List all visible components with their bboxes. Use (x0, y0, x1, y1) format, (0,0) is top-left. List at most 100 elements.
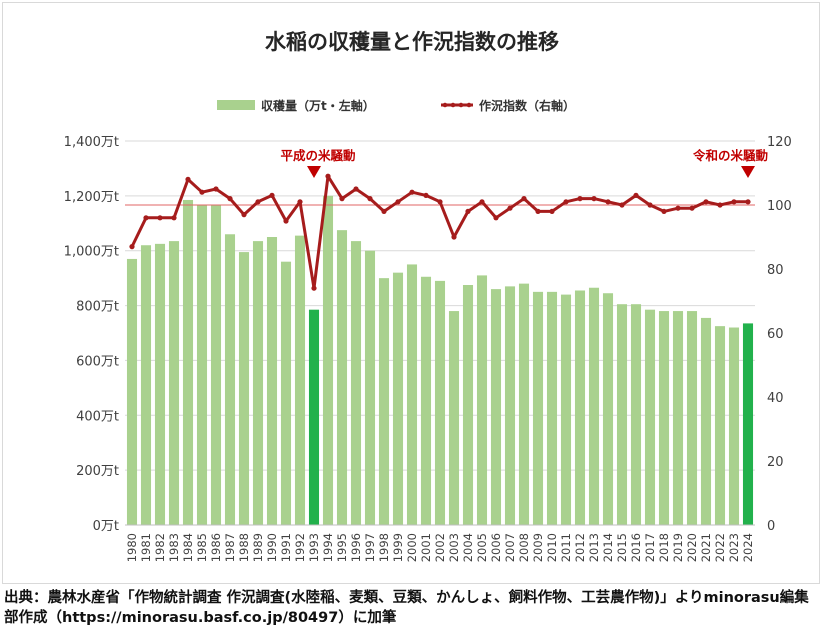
bar (280, 261, 292, 525)
bar (308, 309, 320, 525)
x-tick-label: 2011 (559, 533, 573, 562)
x-tick-label: 1997 (363, 533, 377, 562)
index-point (717, 202, 723, 208)
index-point (591, 196, 597, 202)
bar (322, 195, 334, 525)
x-tick-label: 2009 (531, 533, 545, 562)
index-point (661, 208, 667, 214)
x-tick-label: 2013 (587, 533, 601, 562)
index-point (325, 173, 331, 179)
left-tick-label: 1,200万t (64, 190, 119, 205)
x-tick-label: 2005 (475, 533, 489, 562)
source-suffix: に加筆 (352, 610, 397, 626)
bar (532, 291, 544, 525)
bar (406, 264, 418, 525)
x-tick-label: 2021 (699, 533, 713, 562)
index-point (339, 196, 345, 202)
index-point (633, 192, 639, 198)
bar (252, 241, 264, 525)
index-point (563, 199, 569, 205)
x-tick-label: 1985 (195, 533, 209, 562)
index-point (647, 202, 653, 208)
bar (672, 311, 684, 525)
bar (378, 278, 390, 525)
bar (140, 245, 152, 525)
bar (126, 258, 138, 525)
bar (700, 317, 712, 525)
bar (658, 311, 670, 525)
index-point (297, 199, 303, 205)
x-tick-label: 2020 (685, 533, 699, 562)
right-tick-label: 120 (767, 135, 792, 150)
bar (238, 252, 250, 526)
bar (518, 283, 530, 525)
bar (364, 250, 376, 525)
x-tick-label: 1981 (139, 533, 153, 562)
bar (224, 234, 236, 525)
index-point (227, 196, 233, 202)
x-tick-label: 2024 (741, 533, 755, 562)
x-tick-label: 2018 (657, 533, 671, 562)
left-tick-label: 1,000万t (64, 245, 119, 260)
index-point (143, 215, 149, 221)
bar (616, 304, 628, 525)
bar (420, 276, 432, 525)
index-point (619, 202, 625, 208)
x-tick-label: 1996 (349, 533, 363, 562)
bar (434, 280, 446, 525)
legend-bar-label: 収穫量（万t・左軸） (261, 98, 375, 113)
x-tick-label: 1992 (293, 533, 307, 562)
x-tick-label: 1991 (279, 533, 293, 562)
index-point (479, 199, 485, 205)
index-point (745, 199, 751, 205)
right-tick-label: 60 (767, 327, 784, 342)
x-tick-label: 1998 (377, 533, 391, 562)
x-tick-label: 2022 (713, 533, 727, 562)
bar (630, 304, 642, 525)
index-point (311, 285, 317, 291)
x-tick-label: 1993 (307, 533, 321, 562)
bar (728, 327, 740, 525)
x-tick-label: 1994 (321, 533, 335, 562)
index-point (507, 205, 513, 211)
bar (392, 272, 404, 525)
legend: 収穫量（万t・左軸） 作況指数（右軸） (217, 98, 575, 113)
annotation-arrow (307, 166, 321, 178)
index-point (521, 196, 527, 202)
x-tick-label: 2003 (447, 533, 461, 562)
left-tick-label: 600万t (76, 354, 119, 369)
bar (154, 243, 166, 525)
x-tick-label: 2007 (503, 533, 517, 562)
index-point (157, 215, 163, 221)
right-tick-label: 20 (767, 455, 784, 470)
index-point (255, 199, 261, 205)
source-url: （https://minorasu.basf.co.jp/80497） (47, 610, 353, 626)
bar (742, 323, 754, 525)
bar (448, 311, 460, 525)
left-tick-label: 400万t (76, 409, 119, 424)
index-point (409, 189, 415, 195)
x-tick-label: 1989 (251, 533, 265, 562)
source-text: 出典：農林水産省「作物統計調査 作況調査(水陸稲、麦類、豆類、かんしょ、飼料作物… (4, 590, 809, 626)
x-tick-label: 2016 (629, 533, 643, 562)
x-tick-label: 2015 (615, 533, 629, 562)
index-point (353, 186, 359, 192)
index-point (703, 199, 709, 205)
bar (560, 294, 572, 525)
chart-svg: 水稲の収穫量と作況指数の推移 収穫量（万t・左軸） 作況指数（右軸） 0万t 200… (64, 30, 792, 562)
x-tick-label: 2023 (727, 533, 741, 562)
index-point (395, 199, 401, 205)
x-tick-label: 2006 (489, 533, 503, 562)
x-tick-label: 1983 (167, 533, 181, 562)
bar (182, 199, 194, 525)
left-tick-label: 0万t (93, 519, 119, 534)
bar (588, 287, 600, 525)
chart-title: 水稲の収穫量と作況指数の推移 (265, 30, 559, 54)
right-tick-label: 40 (767, 391, 784, 406)
x-tick-label: 2002 (433, 533, 447, 562)
bar (490, 289, 502, 525)
bar (546, 291, 558, 525)
right-tick-label: 100 (767, 199, 792, 214)
x-tick-label: 2000 (405, 533, 419, 562)
x-tick-label: 1986 (209, 533, 223, 562)
